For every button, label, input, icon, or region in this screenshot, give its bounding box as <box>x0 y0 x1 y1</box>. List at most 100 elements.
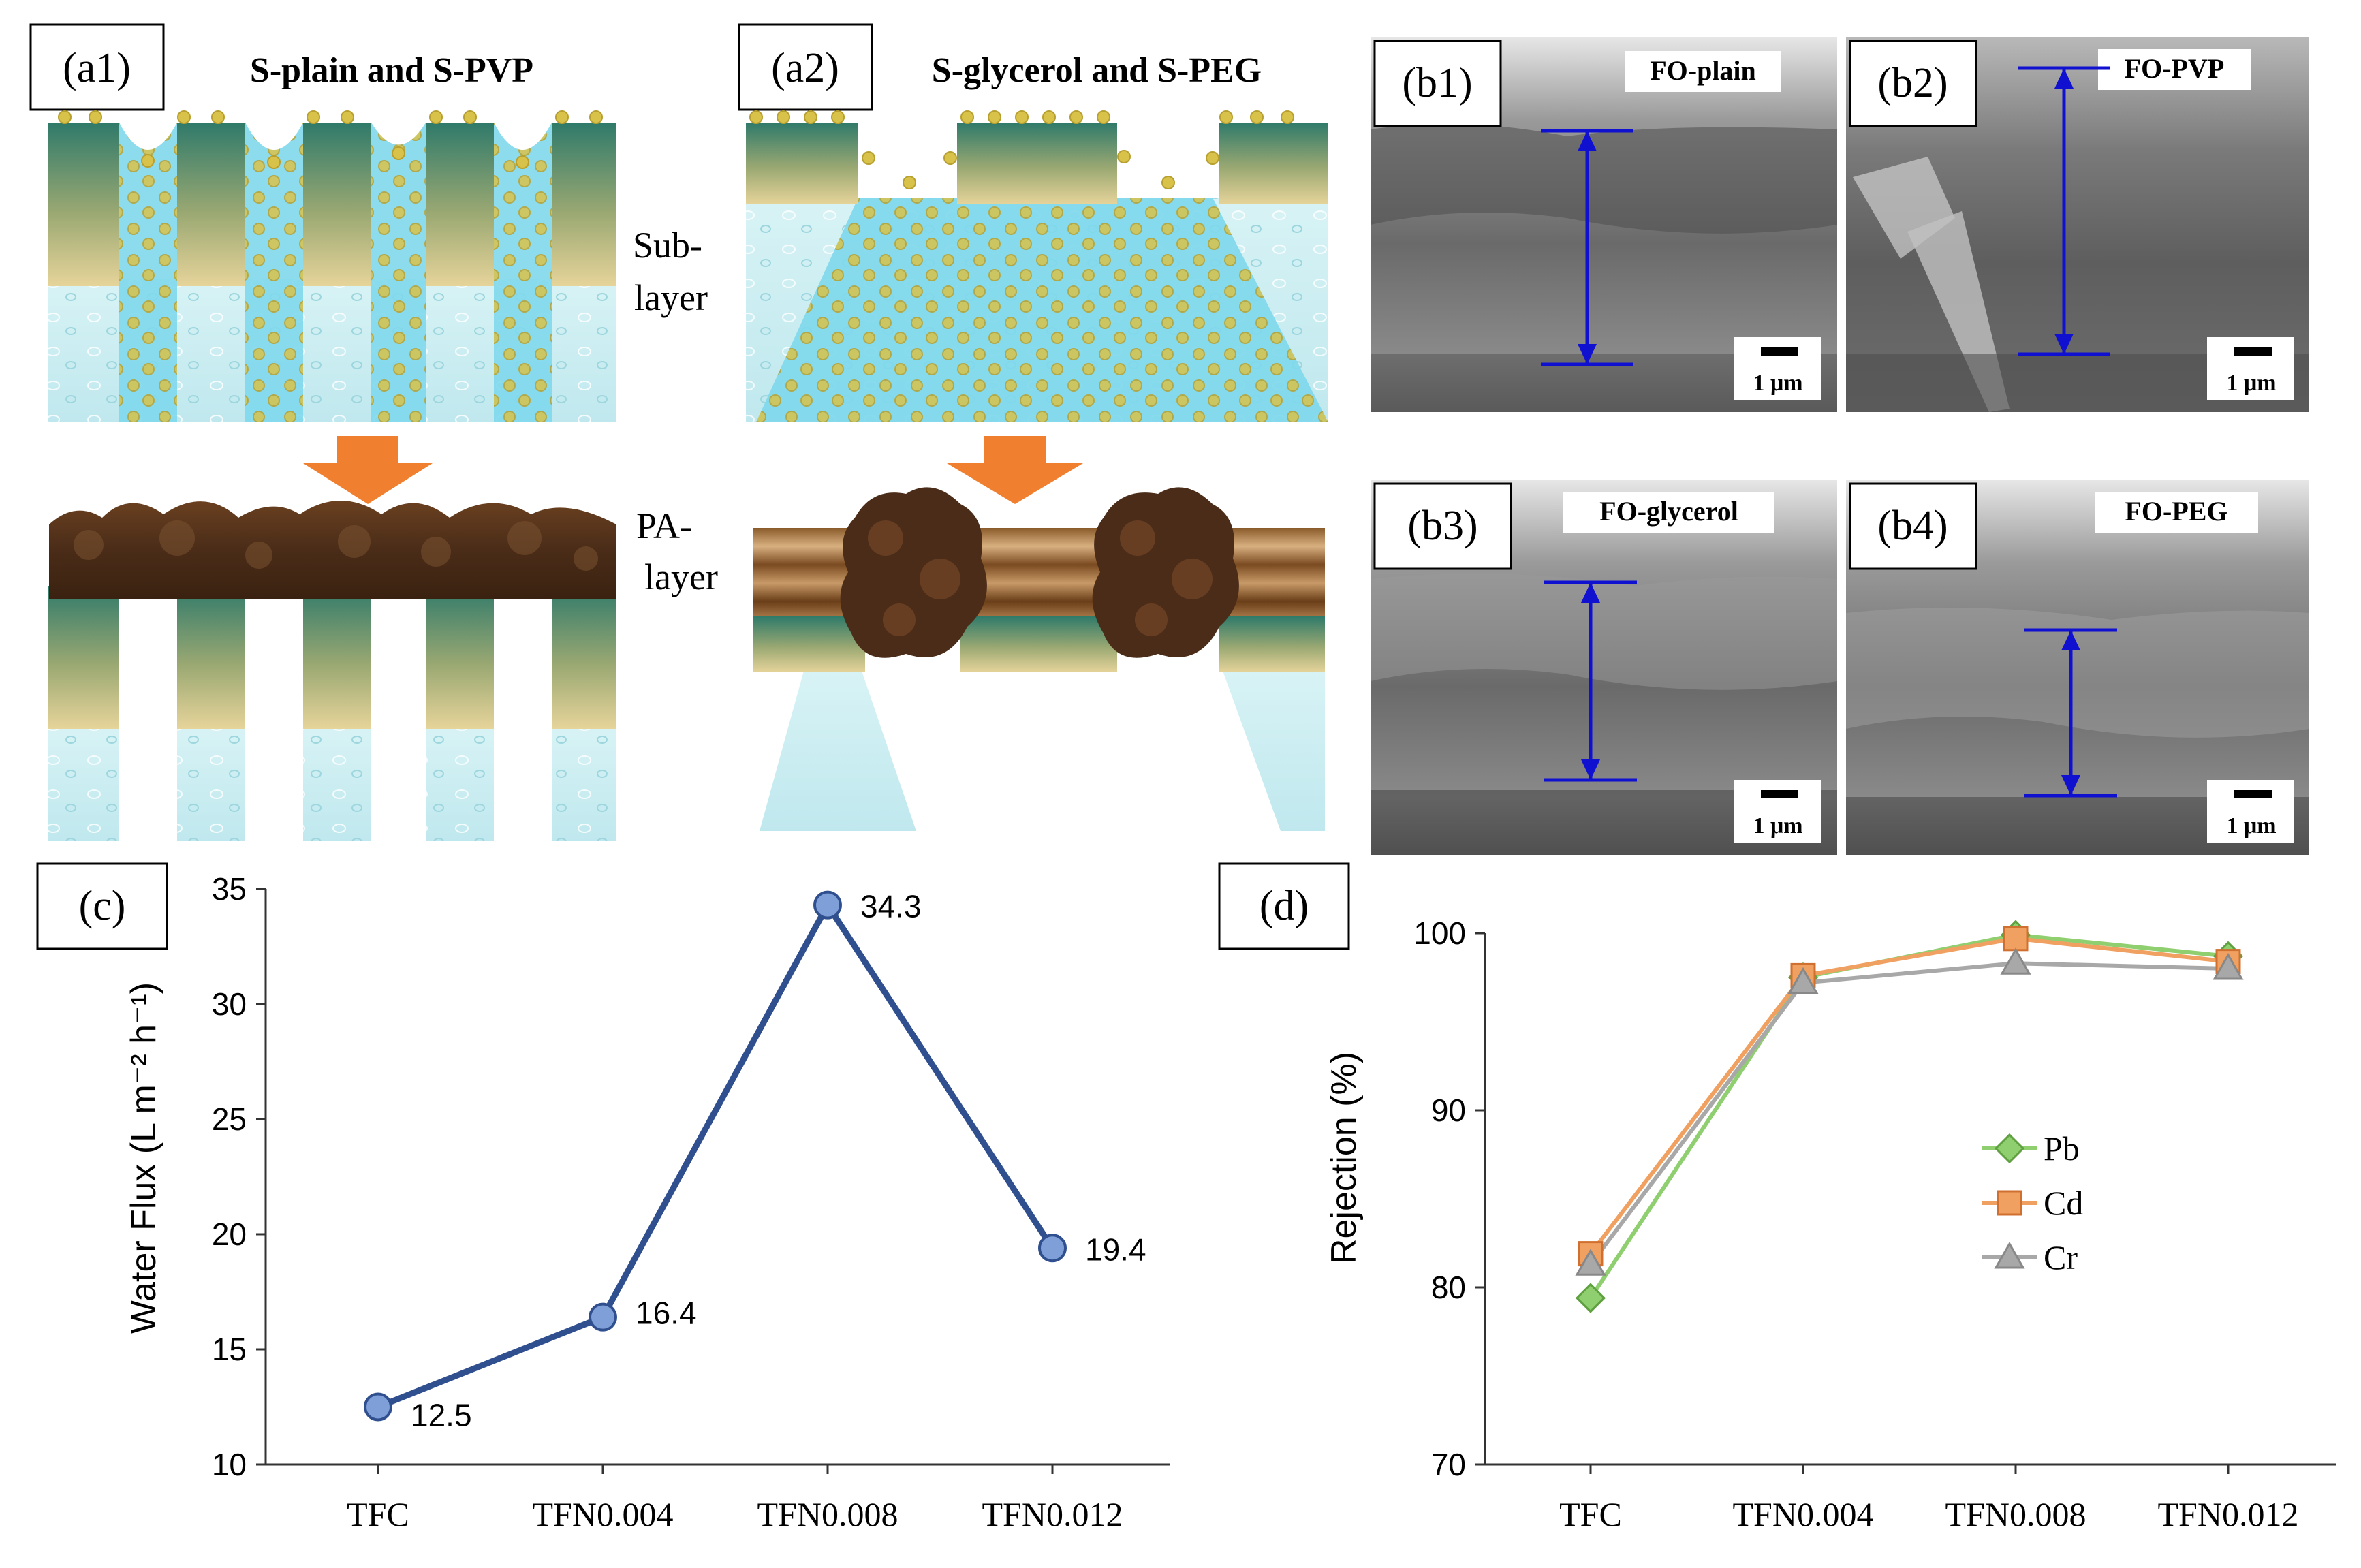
a2-skin-segments <box>746 123 1328 204</box>
chart-c-point-TFN0.004 <box>589 1302 617 1332</box>
a2-pa-nodules <box>840 487 1239 658</box>
pa-layer-label-line2: layer <box>644 556 718 597</box>
chart-d-xtick-label: TFN0.004 <box>1733 1495 1874 1533</box>
chart-c-xtick-label: TFN0.012 <box>982 1495 1123 1533</box>
chart-c-ytick-label: 20 <box>212 1217 247 1252</box>
pa-layer-label-line1: PA- <box>636 505 692 546</box>
sem-b1-texture <box>1371 124 1837 234</box>
sem-b1-scale: 1 μm <box>1753 371 1802 396</box>
sem-b1-base <box>1371 354 1837 412</box>
a2-down-arrow <box>947 436 1083 504</box>
a1-pa-texture <box>74 520 598 571</box>
chart-c-xtick-label: TFN0.008 <box>757 1495 898 1533</box>
chart-d-line-pb <box>1589 932 2229 1300</box>
a2-skin-right <box>1219 616 1325 672</box>
chart-d-ytick-label: 70 <box>1431 1447 1466 1482</box>
sem-b1-title: FO-plain <box>1650 55 1756 86</box>
sem-b2-title: FO-PVP <box>2125 53 2225 84</box>
chart-d-xtick-label: TFN0.012 <box>2158 1495 2299 1533</box>
chart-c-ytick-label: 10 <box>212 1447 247 1482</box>
chart-c-point-TFC <box>364 1392 392 1422</box>
chart-d-point-cd-TFN0.008 <box>2003 926 2029 952</box>
chart-c-ytick-label: 30 <box>212 986 247 1022</box>
a1-surface-particles <box>58 110 603 169</box>
a1-down-arrow <box>303 436 433 504</box>
chart-d-point-cr-TFN0.004 <box>1787 967 1819 994</box>
legend-marker-cd <box>1997 1190 2022 1216</box>
sem-b2-tag-box <box>1849 40 1977 127</box>
sem-b4-tag-box <box>1849 482 1977 570</box>
chart-c-ylabel: Water Flux (L m⁻² h⁻¹) <box>124 982 163 1334</box>
panel-a1-tag-box <box>29 23 165 111</box>
chart-c-flux-line <box>377 902 1055 1410</box>
a2-skin-left <box>753 616 865 672</box>
panel-a1-tag: (a1) <box>63 45 131 91</box>
chart-d-line-cr <box>1589 961 2229 1266</box>
chart-d-ytick-label: 90 <box>1431 1093 1466 1128</box>
sem-b3-title: FO-glycerol <box>1599 496 1738 527</box>
panel-a1-title: S-plain and S-PVP <box>250 51 533 90</box>
legend-marker-pb <box>1994 1133 2025 1164</box>
sem-b2-tag: (b2) <box>1877 60 1948 106</box>
sem-b1-tag-box <box>1373 40 1502 127</box>
chart-d-ytick-label: 80 <box>1431 1270 1466 1305</box>
panel-a2-tag-box <box>738 23 873 111</box>
sem-b2-scale: 1 μm <box>2226 371 2276 396</box>
chart-c-point-TFN0.012 <box>1038 1234 1067 1263</box>
chart-d-point-cr-TFN0.008 <box>2000 947 2031 975</box>
a2-support-right <box>1223 671 1325 831</box>
chart-c-data-label: 12.5 <box>411 1398 472 1433</box>
chart-c-xtick-label: TFC <box>347 1495 409 1533</box>
chart-c-water-flux: (c) Water Flux (L m⁻² h⁻¹) 10 15 20 25 30 35 T… <box>36 862 1170 1533</box>
sem-b4-title-box <box>2095 492 2258 533</box>
chart-c-tag-box <box>36 862 168 950</box>
chart-d-line-cd <box>1589 936 2229 1255</box>
sem-panel-b4: (b4) FO-PEG 1 μm <box>1846 480 2309 855</box>
a2-support-left-cut <box>753 671 804 831</box>
a1-bottom-skin <box>48 586 616 841</box>
chart-d-ytick-label: 100 <box>1413 915 1466 951</box>
sem-b3-tag-box <box>1373 482 1512 570</box>
a2-pa-layer-striped <box>753 528 1325 620</box>
sub-layer-label-line1: Sub- <box>633 225 702 266</box>
sub-layer-label-line2: layer <box>634 277 708 318</box>
chart-c-ticks: 10 15 20 25 30 35 TFC TFN0.004 TFN0.008 TFN0.012 <box>212 871 1123 1533</box>
legend-label-pb: Pb <box>2044 1129 2080 1167</box>
legend-label-cd: Cd <box>2044 1184 2083 1222</box>
sem-b3-scale: 1 μm <box>1753 813 1802 838</box>
chart-d-xtick-label: TFN0.008 <box>1945 1495 2086 1533</box>
chart-d-ylabel: Rejection (%) <box>1324 1052 1364 1264</box>
sem-b2-title-box <box>2098 49 2251 90</box>
sem-b3-title-box <box>1563 492 1774 533</box>
sem-b4-scale: 1 μm <box>2226 813 2276 838</box>
chart-c-xtick-label: TFN0.004 <box>533 1495 674 1533</box>
panel-a2-title: S-glycerol and S-PEG <box>932 51 1262 90</box>
a2-skin-mid <box>960 616 1117 672</box>
legend-marker-cr <box>1994 1241 2025 1269</box>
chart-c-tag: (c) <box>79 883 126 929</box>
legend-label-cr: Cr <box>2044 1238 2078 1276</box>
sem-b4-title: FO-PEG <box>2125 496 2227 527</box>
chart-d-point-cr-TFC <box>1575 1249 1606 1276</box>
a1-pores <box>119 123 552 422</box>
chart-d-point-pb-TFC <box>1575 1283 1606 1313</box>
a1-pa-layer <box>49 501 616 599</box>
chart-d-legend: Pb Cd Cr <box>1982 1129 2083 1276</box>
chart-c-data-label: 19.4 <box>1085 1232 1146 1267</box>
panel-a2-tag: (a2) <box>771 45 839 91</box>
a2-support-left <box>753 671 916 831</box>
chart-c-data-label: 34.3 <box>860 889 922 924</box>
sem-panel-b1: (b1) FO-plain 1 μm <box>1371 37 1837 412</box>
sem-b1-title-box <box>1625 51 1781 92</box>
chart-d-xtick-label: TFC <box>1559 1495 1622 1533</box>
chart-d-rejection: (d) Rejection (%) 70 80 90 100 TFC TFN0.004 TF… <box>1218 862 2336 1533</box>
a2-pore-particles <box>756 198 1328 422</box>
sem-b4-tag: (b4) <box>1877 503 1948 549</box>
sem-b1-tag-text: (b1) <box>1402 60 1472 106</box>
a1-skin-segments <box>48 123 616 286</box>
chart-c-point-TFN0.008 <box>813 890 842 920</box>
panel-a1: (a1) S-plain and S-PVP <box>29 23 718 841</box>
sem-panel-b2: (b2) FO-PVP 1 μm <box>1846 37 2309 412</box>
panel-a2: (a2) S-glycerol and S-PEG <box>738 23 1328 831</box>
